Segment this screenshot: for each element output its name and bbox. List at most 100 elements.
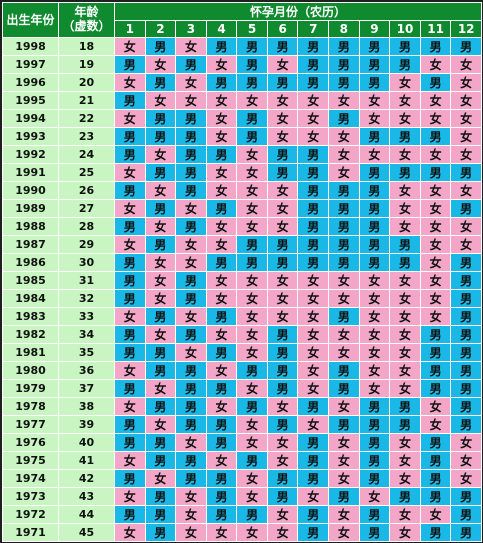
gender-cell-male: 男 <box>328 55 360 74</box>
gender-cell-male: 男 <box>266 163 299 182</box>
table-row: 1989 27 女男女男女女男男男女女男 <box>2 199 483 218</box>
gender-cell-male: 男 <box>328 487 360 506</box>
gender-cell-male: 男 <box>297 451 330 470</box>
gender-cell-female: 女 <box>266 505 299 524</box>
gender-cell-female: 女 <box>389 271 421 290</box>
birth-year-cell: 1981 <box>2 343 59 362</box>
gender-cell-male: 男 <box>114 55 146 74</box>
age-cell: 39 <box>58 415 115 434</box>
gender-cell-male: 男 <box>328 307 360 326</box>
gender-cell-male: 男 <box>297 523 330 542</box>
gender-cell-male: 男 <box>114 289 146 308</box>
gender-cell-female: 女 <box>205 109 238 128</box>
gender-cell-male: 男 <box>297 253 330 272</box>
gender-cell-male: 男 <box>450 325 483 344</box>
gender-cell-male: 男 <box>114 325 146 344</box>
gender-cell-male: 男 <box>114 379 146 398</box>
age-cell: 45 <box>58 523 115 542</box>
gender-cell-male: 男 <box>358 181 391 200</box>
gender-cell-male: 男 <box>358 451 391 470</box>
gender-cell-female: 女 <box>205 127 238 146</box>
birth-year-cell: 1977 <box>2 415 59 434</box>
gender-cell-female: 女 <box>358 109 391 128</box>
gender-cell-female: 女 <box>358 91 391 110</box>
gender-cell-male: 男 <box>175 289 207 308</box>
gender-cell-female: 女 <box>328 505 360 524</box>
birth-year-cell: 1980 <box>2 361 59 380</box>
gender-cell-female: 女 <box>297 343 330 362</box>
gender-cell-male: 男 <box>175 379 207 398</box>
gender-cell-female: 女 <box>236 343 268 362</box>
table-row: 1991 25 女男男女女男男女男男男男 <box>2 163 483 182</box>
gender-cell-male: 男 <box>236 361 268 380</box>
gender-cell-female: 女 <box>144 253 177 272</box>
gender-cell-female: 女 <box>114 451 146 470</box>
gender-cell-female: 女 <box>175 487 207 506</box>
gender-cell-female: 女 <box>114 523 146 542</box>
gender-cell-female: 女 <box>419 397 452 416</box>
gender-cell-female: 女 <box>205 271 238 290</box>
gender-cell-female: 女 <box>358 307 391 326</box>
gender-cell-female: 女 <box>419 289 452 308</box>
gender-cell-female: 女 <box>297 415 330 434</box>
gender-cell-male: 男 <box>236 73 268 92</box>
gender-cell-female: 女 <box>266 271 299 290</box>
gender-cell-female: 女 <box>450 235 483 254</box>
gender-cell-female: 女 <box>114 163 146 182</box>
gender-cell-male: 男 <box>175 361 207 380</box>
gender-cell-female: 女 <box>266 523 299 542</box>
gender-cell-female: 女 <box>450 109 483 128</box>
header-month-6: 6 <box>266 20 299 38</box>
table-row: 1994 22 女男男女男女女男女女女女 <box>2 109 483 128</box>
gender-cell-male: 男 <box>205 379 238 398</box>
gender-cell-female: 女 <box>450 127 483 146</box>
gender-cell-female: 女 <box>175 523 207 542</box>
table-row: 1988 28 男女男女女女男男男女女女 <box>2 217 483 236</box>
gender-cell-male: 男 <box>450 397 483 416</box>
gender-cell-male: 男 <box>205 73 238 92</box>
gender-cell-male: 男 <box>328 199 360 218</box>
header-month-10: 10 <box>389 20 421 38</box>
birth-year-cell: 1991 <box>2 163 59 182</box>
gender-cell-male: 男 <box>358 217 391 236</box>
gender-cell-male: 男 <box>419 523 452 542</box>
gender-cell-female: 女 <box>266 199 299 218</box>
gender-cell-male: 男 <box>358 73 391 92</box>
age-cell: 21 <box>58 91 115 110</box>
gender-cell-female: 女 <box>419 91 452 110</box>
birth-year-cell: 1997 <box>2 55 59 74</box>
gender-cell-female: 女 <box>389 145 421 164</box>
gender-cell-female: 女 <box>419 109 452 128</box>
gender-cell-female: 女 <box>389 307 421 326</box>
gender-cell-male: 男 <box>144 73 177 92</box>
gender-cell-female: 女 <box>114 199 146 218</box>
gender-cell-female: 女 <box>297 361 330 380</box>
gender-cell-male: 男 <box>236 127 268 146</box>
gender-cell-male: 男 <box>419 37 452 56</box>
gender-cell-female: 女 <box>419 415 452 434</box>
table-row: 1985 31 男女男女女女女女女女女男 <box>2 271 483 290</box>
birth-year-cell: 1975 <box>2 451 59 470</box>
gender-cell-male: 男 <box>266 469 299 488</box>
gender-cell-female: 女 <box>266 55 299 74</box>
gender-cell-male: 男 <box>175 145 207 164</box>
gender-cell-female: 女 <box>236 523 268 542</box>
header-birth-year: 出生年份 <box>2 2 59 38</box>
gender-cell-female: 女 <box>266 433 299 452</box>
gender-cell-male: 男 <box>450 379 483 398</box>
age-cell: 37 <box>58 379 115 398</box>
birth-year-cell: 1992 <box>2 145 59 164</box>
age-cell: 36 <box>58 361 115 380</box>
gender-cell-female: 女 <box>266 451 299 470</box>
gender-cell-female: 女 <box>266 397 299 416</box>
gender-cell-female: 女 <box>114 37 146 56</box>
birth-year-cell: 1984 <box>2 289 59 308</box>
birth-year-cell: 1973 <box>2 487 59 506</box>
gender-cell-male: 男 <box>419 451 452 470</box>
gender-cell-male: 男 <box>266 361 299 380</box>
gender-cell-male: 男 <box>175 181 207 200</box>
gender-cell-male: 男 <box>328 73 360 92</box>
gender-cell-female: 女 <box>236 163 268 182</box>
gender-cell-female: 女 <box>236 307 268 326</box>
header-month-11: 11 <box>419 20 452 38</box>
